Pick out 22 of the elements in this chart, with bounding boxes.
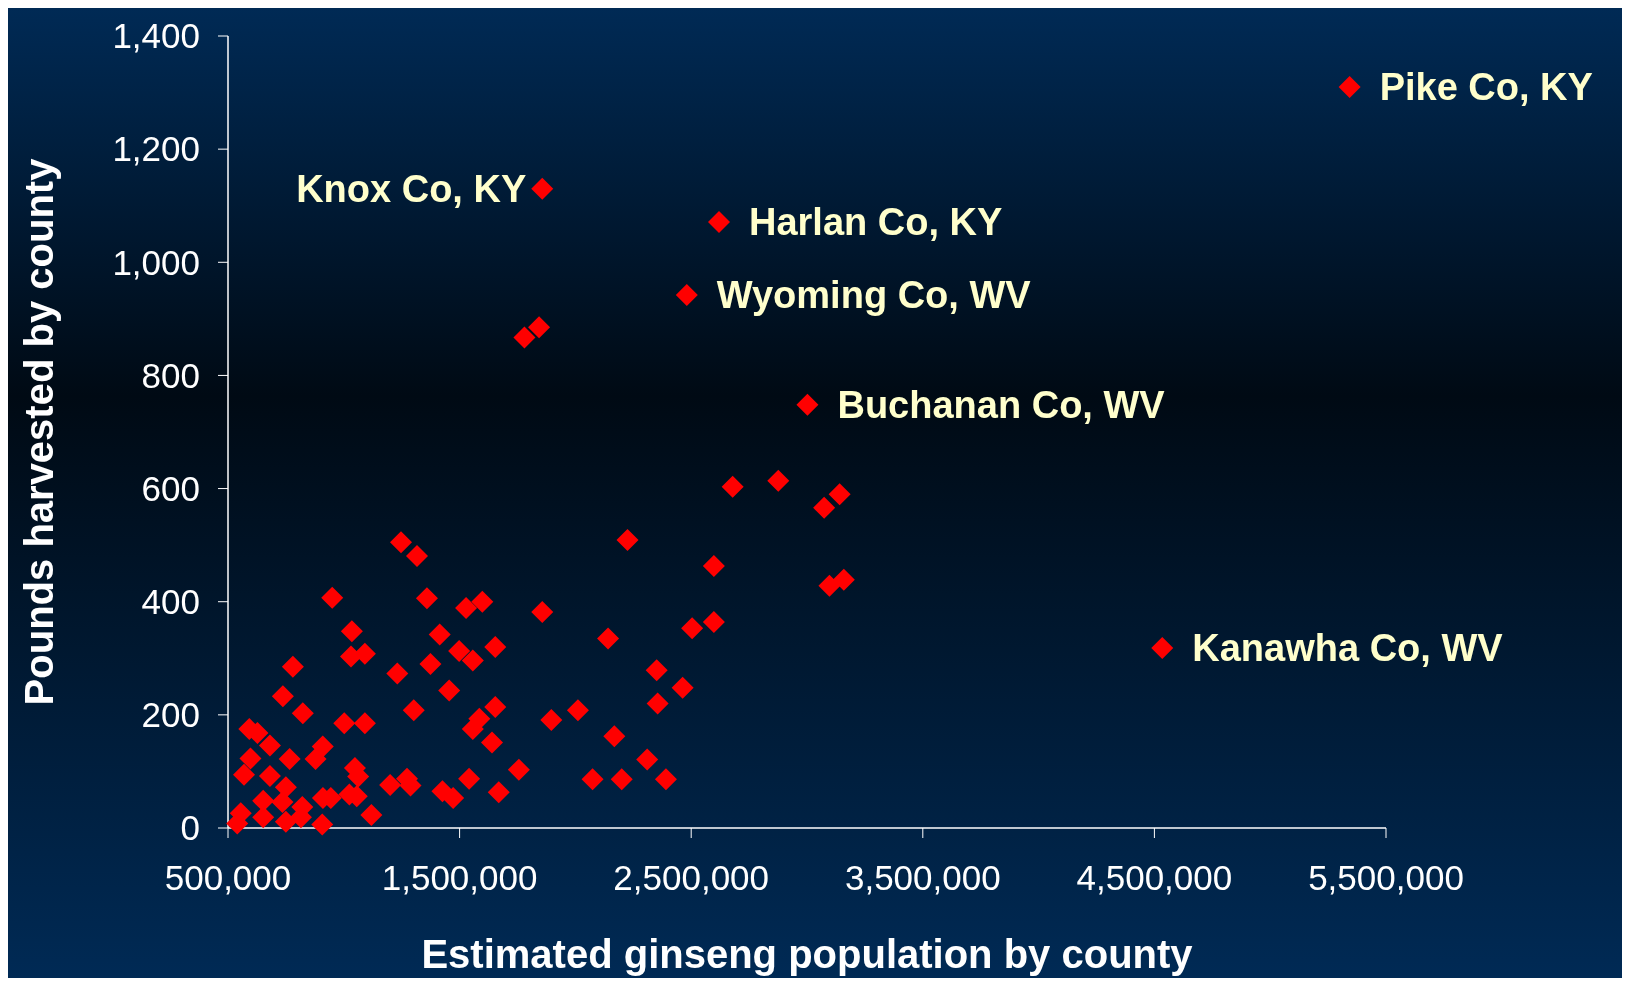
- y-tick-label: 1,000: [112, 242, 200, 282]
- x-tick-label: 1,500,000: [381, 858, 538, 897]
- y-tick-label: 400: [141, 581, 200, 621]
- x-tick-label: 5,500,000: [1308, 858, 1464, 897]
- annotation: Pike Co, KY: [1379, 66, 1593, 109]
- y-tick-label: 600: [141, 468, 200, 508]
- y-tick-label: 200: [141, 695, 200, 735]
- annotation: Wyoming Co, WV: [716, 274, 1032, 317]
- annotation: Buchanan Co, WV: [837, 384, 1166, 427]
- x-axis-title: Estimated ginseng population by county: [421, 932, 1194, 976]
- x-tick-label: 3,500,000: [844, 858, 1001, 897]
- annotation: Knox Co, KY: [296, 168, 527, 211]
- annotation: Harlan Co, KY: [748, 201, 1003, 244]
- y-tick-label: 0: [180, 808, 200, 848]
- x-tick-label: 500,000: [164, 858, 292, 897]
- y-axis-title: Pounds harvested by county: [17, 157, 61, 706]
- y-tick-label: 1,400: [112, 16, 200, 56]
- y-tick-label: 1,200: [112, 129, 200, 169]
- x-tick-label: 4,500,000: [1076, 858, 1233, 897]
- y-tick-label: 800: [141, 355, 200, 395]
- annotation: Kanawha Co, WV: [1192, 627, 1504, 670]
- x-tick-label: 2,500,000: [613, 858, 770, 897]
